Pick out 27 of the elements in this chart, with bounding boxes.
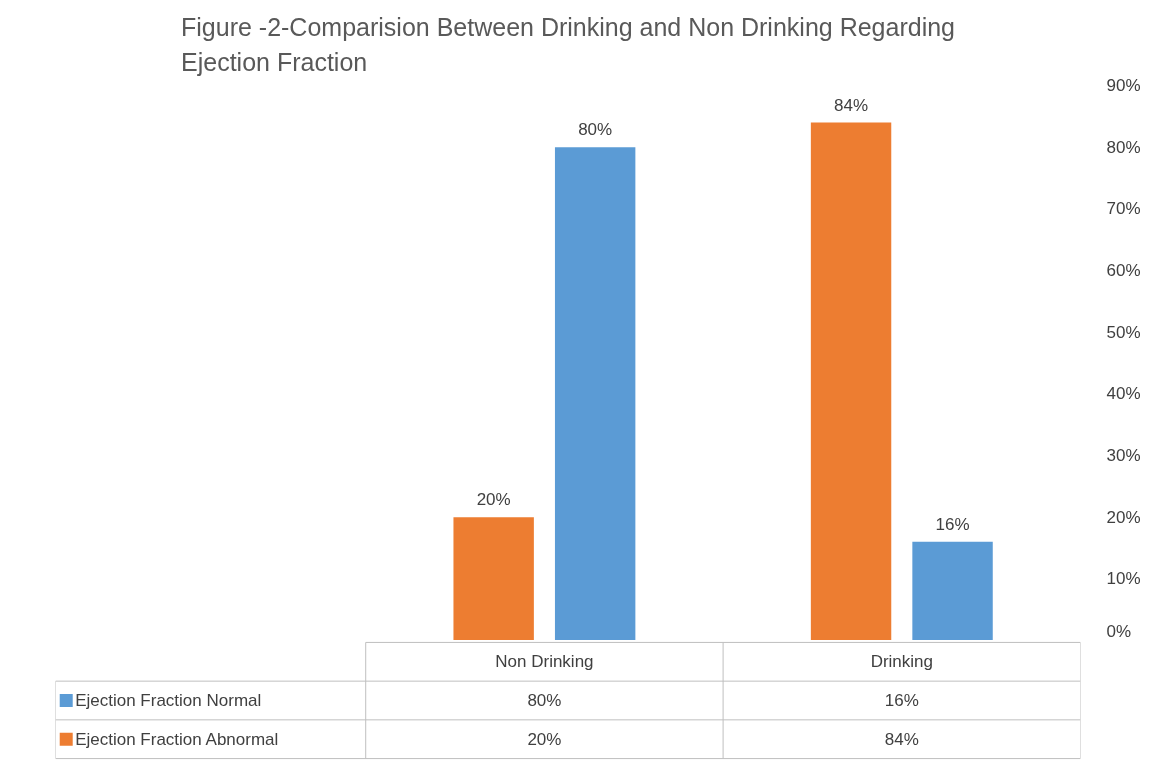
y-tick-label: 90% xyxy=(1106,76,1141,95)
x-tick-label: Non Drinking xyxy=(495,652,594,672)
legend-label: Ejection Fraction Normal xyxy=(75,691,262,710)
y-tick-label: 80% xyxy=(1106,137,1141,157)
y-tick-label: 60% xyxy=(1106,261,1141,280)
bar xyxy=(554,147,636,640)
legend-label: Ejection Fraction Abnormal xyxy=(75,729,279,749)
text: 20% xyxy=(476,490,511,510)
y-tick-label: 0% xyxy=(1106,621,1132,641)
x-tick-label: Drinking xyxy=(870,652,933,672)
y-tick-label: 20% xyxy=(1106,507,1141,527)
bar xyxy=(912,541,993,640)
data-label: 16% xyxy=(884,691,919,710)
data-label: 20% xyxy=(527,729,562,749)
y-tick-label: 40% xyxy=(1106,384,1141,404)
y-tick-label: 50% xyxy=(1106,322,1141,342)
y-tick-label: 70% xyxy=(1106,199,1141,219)
bar xyxy=(453,517,534,640)
text: 16% xyxy=(935,514,970,534)
text: 80% xyxy=(578,120,613,140)
chart-title: Figure -2-Comparision Between Drinking and Non Drinking Regarding Ejection Fraction xyxy=(181,12,956,76)
data-label: 80% xyxy=(527,691,562,710)
y-tick-label: 30% xyxy=(1106,446,1141,465)
y-tick-label: 10% xyxy=(1106,569,1141,589)
text: 84% xyxy=(834,95,869,115)
data-label: 84% xyxy=(884,729,919,749)
bar xyxy=(810,122,892,640)
